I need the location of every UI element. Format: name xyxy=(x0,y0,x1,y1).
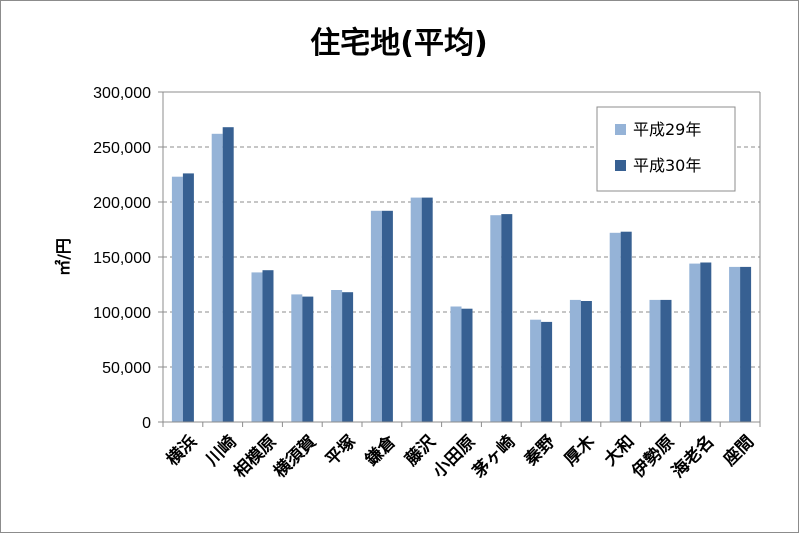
chart-title: 住宅地(平均) xyxy=(310,26,487,61)
bar-1 xyxy=(729,266,741,422)
bar-1 xyxy=(689,263,701,422)
bar-1 xyxy=(370,210,382,422)
bars xyxy=(171,127,752,423)
bar-2 xyxy=(461,308,473,422)
x-tick-label: 海老名 xyxy=(667,431,718,482)
bar-1 xyxy=(609,232,621,422)
y-tick-label: 300,000 xyxy=(93,85,151,102)
bar-1 xyxy=(251,272,263,422)
legend-label-1: 平成29年 xyxy=(633,120,701,139)
bar-1 xyxy=(171,176,183,422)
x-tick-label: 厚木 xyxy=(560,430,600,470)
y-tick-label: 100,000 xyxy=(93,305,151,322)
x-tick-label: 横浜 xyxy=(162,431,201,470)
bar-2 xyxy=(501,214,513,422)
bar-1 xyxy=(490,215,502,422)
y-tick-label: 50,000 xyxy=(102,360,151,377)
bar-2 xyxy=(222,127,234,422)
bar-2 xyxy=(660,299,672,422)
legend-swatch-2 xyxy=(615,160,626,171)
bar-2 xyxy=(700,262,712,422)
bar-1 xyxy=(450,306,462,422)
bar-1 xyxy=(649,299,661,422)
x-tick-label: 相模原 xyxy=(230,431,281,482)
bar-2 xyxy=(262,270,274,422)
x-tick-label: 横須賀 xyxy=(269,431,320,482)
axes xyxy=(158,91,761,427)
x-tick-label: 平塚 xyxy=(322,432,360,470)
x-tick-label: 座間 xyxy=(719,431,758,470)
x-tick-label: 伊勢原 xyxy=(627,431,679,483)
x-tick-label: 鎌倉 xyxy=(360,430,400,470)
bar-1 xyxy=(530,319,542,422)
bar-2 xyxy=(580,301,592,422)
bar-2 xyxy=(182,173,194,422)
x-tick-label: 小田原 xyxy=(429,432,479,482)
bar-1 xyxy=(569,299,581,422)
y-tick-label: 0 xyxy=(142,415,151,432)
bar-2 xyxy=(381,210,393,422)
bar-2 xyxy=(302,296,314,422)
x-tick-label: 秦野 xyxy=(520,431,559,470)
legend-swatch-1 xyxy=(615,124,626,135)
bar-1 xyxy=(331,290,343,422)
bar-2 xyxy=(342,292,354,422)
y-tick-label: 250,000 xyxy=(93,140,151,157)
bar-1 xyxy=(410,197,422,422)
y-tick-labels: 0 50,000 100,000 150,000 200,000 250,000 300,0… xyxy=(93,85,151,432)
legend-label-2: 平成30年 xyxy=(633,156,701,175)
bar-2 xyxy=(421,197,433,422)
bar-1 xyxy=(211,133,223,423)
bar-1 xyxy=(291,294,303,422)
x-tick-label: 茅ヶ崎 xyxy=(468,431,519,482)
legend-box xyxy=(596,106,736,192)
bar-2 xyxy=(740,266,752,422)
bar-2 xyxy=(620,231,632,422)
bar-2 xyxy=(541,321,553,422)
y-axis-label: ㎡/円 xyxy=(54,238,73,276)
y-tick-label: 200,000 xyxy=(93,195,151,212)
y-tick-label: 150,000 xyxy=(93,250,151,267)
